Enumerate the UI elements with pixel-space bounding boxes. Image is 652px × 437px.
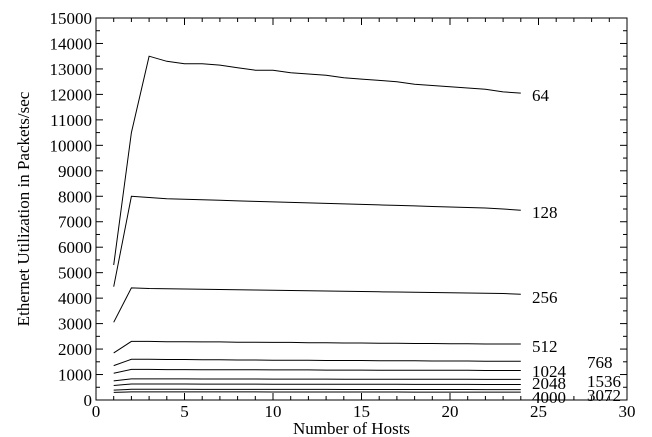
series-line-256: [113, 287, 521, 323]
y-tick-label: 3000: [58, 315, 92, 334]
series-label-256: 256: [532, 288, 558, 307]
series-line-128: [113, 195, 521, 287]
x-tick-label: 0: [92, 402, 101, 421]
y-tick-label: 12000: [50, 85, 93, 104]
series-labels: 64 128 256 512 768 1024 1536 2048 3072 4000: [532, 86, 621, 407]
y-tick-label: 2000: [58, 340, 92, 359]
series-line-1024: [113, 368, 521, 374]
y-axis-title: Ethernet Utilization in Packets/sec: [14, 91, 33, 326]
series-label-768: 768: [587, 353, 613, 372]
y-tick-label: 6000: [58, 238, 92, 257]
axis-ticks: [95, 17, 628, 401]
y-tick-label: 8000: [58, 187, 92, 206]
series-line-3072: [113, 388, 521, 391]
x-tick-label: 20: [442, 402, 459, 421]
y-tick-label: 0: [84, 391, 93, 410]
series-label-512: 512: [532, 337, 558, 356]
series-line-1536: [113, 378, 521, 382]
x-tick-label: 5: [180, 402, 189, 421]
y-tick-label: 9000: [58, 162, 92, 181]
y-tick-label: 10000: [50, 136, 93, 155]
series-label-2048: 2048: [532, 374, 566, 393]
y-tick-label: 5000: [58, 264, 92, 283]
x-tick-label: 25: [530, 402, 547, 421]
series-lines: [113, 55, 521, 393]
series-label-3072: 3072: [587, 386, 621, 405]
x-tick-label: 10: [265, 402, 282, 421]
x-tick-label: 30: [619, 402, 636, 421]
x-tick-label: 15: [353, 402, 370, 421]
y-tick-label: 15000: [50, 9, 93, 28]
series-line-512: [113, 340, 521, 354]
tick-labels: 0 5 10 15 20 25 300100020003000400050006000700…: [50, 9, 636, 421]
y-tick-label: 13000: [50, 60, 93, 79]
x-axis-title: Number of Hosts: [293, 419, 410, 437]
series-line-4000: [113, 391, 521, 393]
series-label-128: 128: [532, 203, 558, 222]
series-line-768: [113, 358, 521, 367]
series-label-4000: 4000: [532, 388, 566, 407]
y-tick-label: 4000: [58, 289, 92, 308]
series-line-2048: [113, 383, 521, 386]
series-label-64: 64: [532, 86, 550, 105]
y-tick-label: 14000: [50, 34, 93, 53]
series-label-1024: 1024: [532, 362, 567, 381]
y-tick-label: 1000: [58, 366, 92, 385]
y-tick-label: 11000: [50, 111, 92, 130]
series-label-1536: 1536: [587, 372, 621, 391]
y-tick-label: 7000: [58, 213, 92, 232]
series-line-64: [113, 55, 521, 266]
